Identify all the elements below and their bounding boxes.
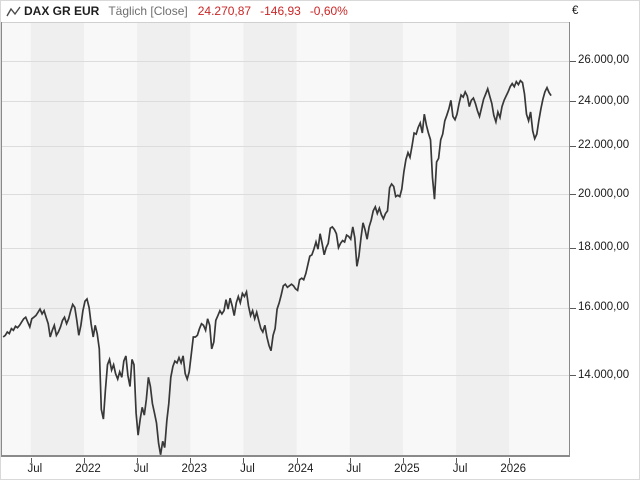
half-year-band bbox=[243, 22, 297, 456]
price-change-percent: -0,60% bbox=[309, 4, 348, 18]
x-axis-label: Jul bbox=[133, 463, 149, 475]
chart-interval-label: Täglich [Close] bbox=[108, 4, 188, 18]
y-axis-label: 14.000,00 bbox=[578, 368, 630, 381]
chart-header: DAX GR EUR Täglich [Close] 24.270,87 -14… bbox=[1, 1, 639, 21]
y-axis-label: 20.000,00 bbox=[578, 187, 630, 200]
y-axis-label: 16.000,00 bbox=[578, 301, 630, 314]
half-year-band bbox=[30, 22, 85, 456]
y-axis-label: 26.000,00 bbox=[578, 54, 630, 67]
currency-symbol: € bbox=[572, 5, 579, 17]
line-chart-icon bbox=[6, 6, 21, 16]
y-axis-label: 22.000,00 bbox=[578, 139, 630, 152]
y-axis-label: 24.000,00 bbox=[578, 94, 630, 107]
half-year-band bbox=[349, 22, 403, 456]
x-axis-label: 2022 bbox=[75, 463, 101, 475]
x-axis-label: Jul bbox=[240, 463, 255, 475]
x-axis-label: 2026 bbox=[500, 463, 526, 475]
x-axis-label: 2023 bbox=[181, 463, 208, 475]
x-axis-label: Jul bbox=[346, 463, 362, 475]
last-price: 24.270,87 bbox=[197, 4, 252, 18]
instrument-name: DAX GR EUR bbox=[24, 4, 100, 18]
x-axis-line bbox=[1, 455, 570, 457]
half-year-band bbox=[456, 22, 510, 456]
y-axis-label: 18.000,00 bbox=[578, 241, 630, 254]
price-line bbox=[2, 79, 552, 455]
x-axis-label: Jul bbox=[27, 463, 43, 475]
x-axis-label: Jul bbox=[452, 463, 468, 475]
x-axis-label: 2025 bbox=[394, 463, 420, 475]
x-axis-label: 2024 bbox=[287, 463, 314, 475]
price-change: -146,93 bbox=[260, 4, 301, 18]
half-year-band bbox=[137, 22, 191, 456]
